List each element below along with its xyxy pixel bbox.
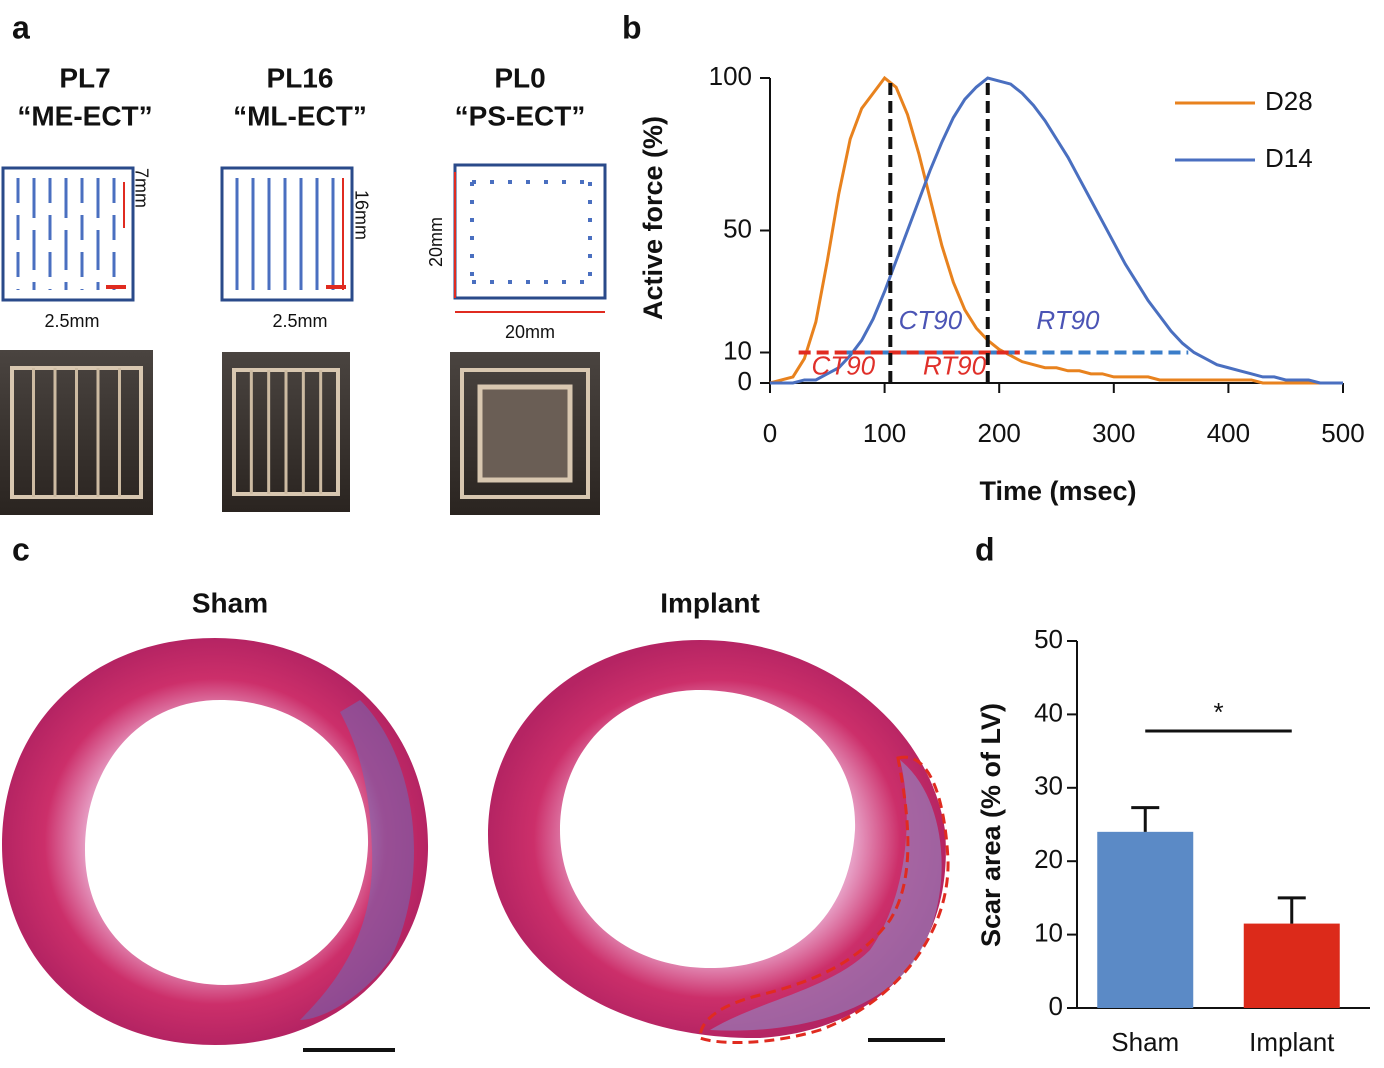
scar-outline — [698, 755, 950, 1045]
y-tick-label: 100 — [709, 61, 752, 91]
legend-label: D28 — [1265, 86, 1313, 116]
error-bar — [1131, 806, 1160, 832]
panel-label: d — [975, 531, 995, 567]
x-tick-label: 100 — [863, 418, 906, 448]
photo-scaffold — [460, 368, 590, 499]
y-tick-label: 50 — [723, 213, 752, 243]
implant-scar — [710, 760, 942, 1031]
annotation: RT90 — [923, 351, 987, 381]
item-subtitle: “PS-ECT” — [455, 100, 586, 131]
photo-core — [477, 384, 573, 483]
dimension-label: 20mm — [505, 322, 555, 342]
dimension-label: 7mm — [131, 168, 151, 208]
x-tick-label: 300 — [1092, 418, 1135, 448]
item-title: PL16 — [267, 62, 334, 93]
panel-title: Implant — [660, 587, 760, 618]
x-axis-title: Time (msec) — [979, 476, 1136, 506]
dimension-label: 16mm — [351, 190, 371, 240]
error-bar — [1277, 896, 1306, 924]
item-title: PL0 — [494, 62, 545, 93]
scaffold-outline — [1, 166, 135, 302]
x-tick-label: 400 — [1207, 418, 1250, 448]
panel-c: c Sham Implant — [2, 531, 950, 1052]
y-tick-label: 10 — [1034, 917, 1063, 947]
x-tick-label: 500 — [1321, 418, 1364, 448]
legend-label: D14 — [1265, 143, 1313, 173]
y-axis-title: Scar area (% of LV) — [976, 703, 1006, 947]
panel-a: a PL7 “ME-ECT” PL16 “ML-ECT” PL0 “PS-ECT” 7mm 2.… — [0, 9, 607, 515]
x-tick-label: 200 — [978, 418, 1021, 448]
y-tick-label: 30 — [1034, 771, 1063, 801]
panel-label: a — [12, 9, 30, 45]
annotation: RT90 — [1036, 305, 1100, 335]
y-tick-label: 10 — [723, 335, 752, 365]
y-tick-label: 40 — [1034, 697, 1063, 727]
x-tick-label: Implant — [1249, 1027, 1335, 1057]
implant-section — [488, 640, 946, 1039]
line-series — [769, 75, 1343, 385]
y-tick-label: 0 — [738, 366, 752, 396]
scaffold-outline — [453, 163, 607, 300]
panel-label: b — [622, 9, 642, 45]
bar — [1243, 923, 1340, 1008]
dimension-label: 2.5mm — [44, 311, 99, 331]
x-tick-label: 0 — [763, 418, 777, 448]
y-axis-title: Active force (%) — [638, 116, 668, 320]
sham-section — [2, 638, 429, 1045]
panel-title: Sham — [192, 587, 268, 618]
panel-label: c — [12, 531, 30, 567]
significance-label: * — [1213, 697, 1223, 727]
dimension-label: 20mm — [426, 217, 446, 267]
line-series — [770, 76, 1343, 385]
annotation: CT90 — [812, 351, 876, 381]
scaffold-outline — [220, 166, 354, 302]
annotation: CT90 — [899, 305, 963, 335]
sham-scar — [300, 700, 414, 1020]
item-subtitle: “ME-ECT” — [17, 100, 152, 131]
y-tick-label: 0 — [1049, 991, 1063, 1021]
y-tick-label: 20 — [1034, 844, 1063, 874]
bar — [1097, 831, 1194, 1008]
x-tick-label: Sham — [1111, 1027, 1179, 1057]
item-subtitle: “ML-ECT” — [233, 100, 367, 131]
dimension-label: 2.5mm — [272, 311, 327, 331]
y-tick-label: 50 — [1034, 624, 1063, 654]
item-title: PL7 — [59, 62, 110, 93]
